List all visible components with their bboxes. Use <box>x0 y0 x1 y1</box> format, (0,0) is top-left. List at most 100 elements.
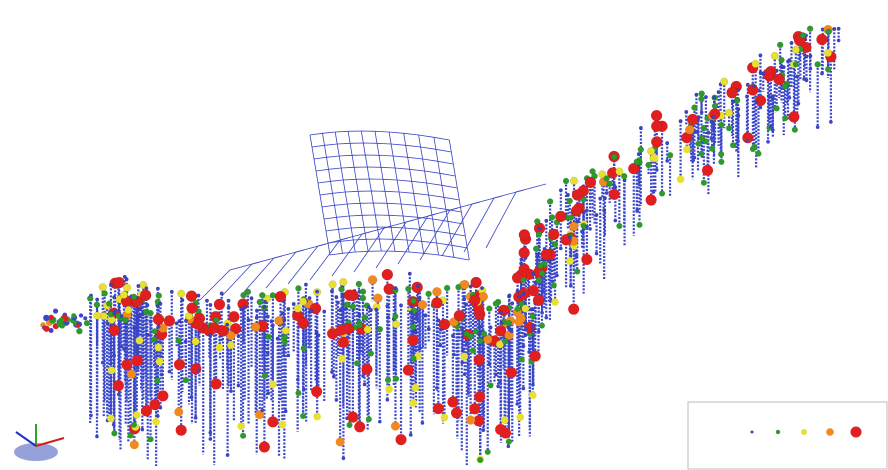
sphere <box>338 286 345 293</box>
sphere <box>145 332 150 337</box>
sphere <box>76 327 83 335</box>
sphere <box>361 374 365 378</box>
sphere <box>376 326 384 333</box>
sphere <box>505 438 512 445</box>
sphere <box>612 183 616 187</box>
sphere <box>204 298 209 303</box>
sphere <box>409 399 418 407</box>
sphere <box>335 437 345 447</box>
sphere <box>240 432 247 439</box>
sphere <box>694 130 699 134</box>
sphere <box>521 291 526 296</box>
sphere <box>246 317 251 322</box>
sphere <box>507 293 512 298</box>
sphere <box>313 412 321 421</box>
sphere <box>611 153 618 161</box>
sphere <box>147 436 154 443</box>
sphere <box>462 372 467 377</box>
sphere <box>265 314 270 319</box>
sphere <box>186 302 198 314</box>
sphere <box>773 105 780 112</box>
sphere <box>518 263 530 275</box>
sphere <box>112 311 117 316</box>
sphere <box>76 323 81 328</box>
sphere <box>56 320 64 328</box>
sphere <box>157 390 169 402</box>
sphere <box>518 300 525 308</box>
sphere <box>731 99 736 104</box>
sphere <box>698 150 705 157</box>
sphere <box>423 313 428 318</box>
sphere <box>335 300 340 305</box>
sphere <box>537 226 542 231</box>
sphere <box>347 289 359 302</box>
sphere <box>527 350 531 354</box>
sphere <box>100 360 105 365</box>
sphere <box>237 422 245 431</box>
sphere <box>117 364 121 369</box>
sphere <box>259 292 266 299</box>
sphere <box>87 295 94 302</box>
sphere <box>95 434 99 439</box>
sphere <box>111 430 118 437</box>
mesh-line <box>331 225 393 277</box>
sphere <box>362 382 367 387</box>
sphere <box>359 288 367 295</box>
sphere <box>411 383 420 392</box>
sphere <box>606 180 613 188</box>
sphere <box>236 383 241 388</box>
sphere <box>825 66 832 73</box>
sphere <box>716 90 721 95</box>
sphere <box>254 308 259 313</box>
sphere <box>588 227 592 231</box>
sphere <box>174 407 184 417</box>
sphere <box>265 333 272 340</box>
sphere <box>354 360 361 367</box>
sphere <box>367 275 378 285</box>
mesh-line <box>448 139 470 261</box>
sphere <box>598 196 603 201</box>
sphere <box>758 53 763 58</box>
sphere <box>615 167 624 176</box>
sphere <box>698 135 706 142</box>
sphere <box>699 110 704 115</box>
sphere <box>523 333 528 338</box>
sphere <box>469 403 481 415</box>
sphere <box>518 247 530 259</box>
sphere <box>267 416 279 428</box>
sphere <box>432 403 444 415</box>
sphere <box>594 212 599 217</box>
sphere <box>363 325 372 334</box>
sphere <box>538 270 546 277</box>
sphere <box>314 330 319 335</box>
sphere <box>520 276 527 284</box>
sphere <box>651 120 663 132</box>
sphere <box>755 150 762 157</box>
sphere <box>196 293 201 298</box>
sphere <box>255 410 265 420</box>
sphere <box>129 440 139 450</box>
sphere <box>95 297 100 302</box>
sphere <box>745 82 750 87</box>
sphere <box>338 308 343 313</box>
sphere <box>208 333 213 338</box>
sphere <box>558 188 563 193</box>
sphere <box>48 328 54 333</box>
sphere <box>208 430 213 435</box>
mesh-line <box>323 214 464 225</box>
sphere <box>155 286 160 291</box>
sphere <box>196 368 201 373</box>
sphere <box>189 395 194 400</box>
sphere <box>802 77 806 81</box>
sphere <box>98 283 107 292</box>
sphere <box>53 308 59 314</box>
sphere <box>413 329 418 334</box>
sphere <box>119 290 128 299</box>
sphere <box>260 408 265 413</box>
sphere <box>418 346 422 351</box>
sphere <box>480 330 488 338</box>
sphere <box>744 94 749 99</box>
sphere <box>124 305 133 314</box>
sphere <box>570 176 579 185</box>
sphere <box>123 283 132 292</box>
